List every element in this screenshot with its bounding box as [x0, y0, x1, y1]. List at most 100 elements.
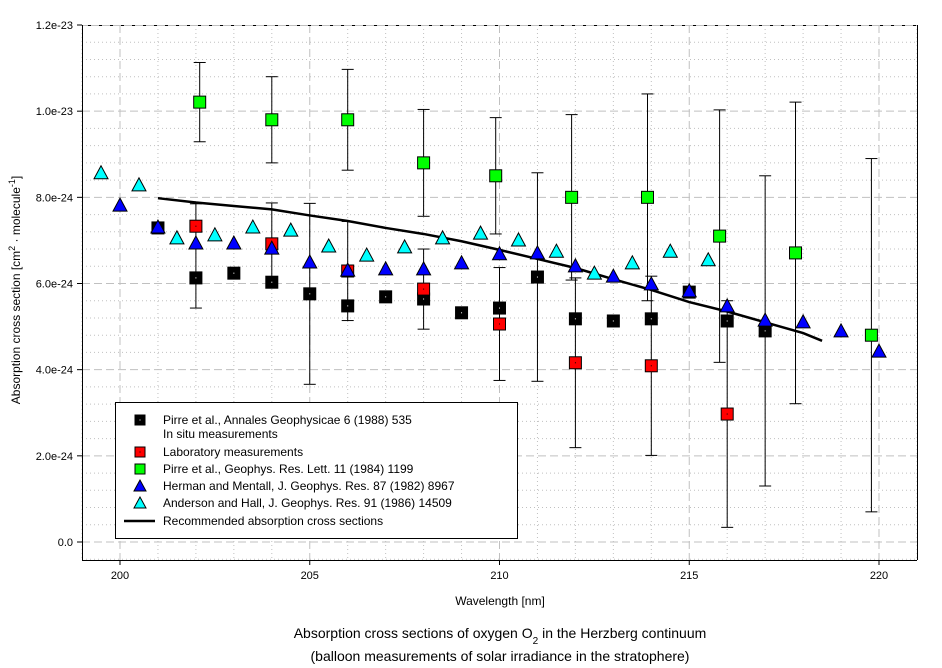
marker-herman-mentall — [188, 234, 204, 250]
marker-herman-mentall — [377, 260, 394, 276]
y-tick-label: 6.0e-24 — [36, 279, 73, 291]
marker-anderson-hall — [700, 251, 717, 267]
marker-pirre-1988-dot — [385, 296, 387, 298]
marker-herman-mentall — [833, 322, 849, 338]
y-tick-label: 4.0e-24 — [36, 365, 73, 377]
legend-box — [115, 402, 518, 539]
marker-anderson-hall — [396, 238, 413, 254]
marker-pirre-1984 — [789, 246, 803, 260]
legend-triangle-icon — [133, 478, 147, 492]
marker-herman-mentall — [112, 197, 128, 212]
legend-label-line2: In situ measurements — [163, 427, 278, 441]
marker-herman-mentall — [150, 219, 166, 234]
marker-pirre-1988-dot — [347, 305, 349, 307]
marker-pirre-1984 — [565, 190, 579, 204]
y-tick-label: 1.2e-23 — [36, 20, 73, 32]
tick-labels: 200 205 210 215 220 0.0 2.0e-24 4.0e-24 6.0e-24 8… — [36, 20, 888, 582]
legend: Pirre et al., Annales Geophysicae 6 (198… — [115, 402, 518, 539]
marker-anderson-hall — [169, 229, 185, 245]
caption-line-1: Absorption cross sections of oxygen O2 i… — [294, 625, 707, 647]
marker-anderson-hall — [548, 243, 565, 258]
marker-pirre-1984 — [713, 229, 727, 243]
x-tick-label: 210 — [490, 570, 508, 582]
legend-label: Pirre et al., Geophys. Res. Lett. 11 (19… — [163, 462, 414, 476]
marker-herman-mentall — [529, 244, 546, 260]
y-tick-label: 2.0e-24 — [36, 451, 73, 463]
marker-pirre-1984 — [489, 169, 503, 183]
marker-pirre-1988-dot — [726, 320, 728, 322]
marker-herman-mentall — [643, 275, 660, 291]
legend-square-icon — [134, 463, 146, 475]
marker-anderson-hall — [244, 219, 261, 234]
legend-label: Herman and Mentall, J. Geophys. Res. 87 … — [163, 479, 455, 493]
legend-label: Recommended absorption cross sections — [163, 514, 383, 528]
marker-laboratory-dot — [499, 323, 500, 325]
marker-pirre-1988-dot — [536, 276, 538, 278]
marker-pirre-1988-dot — [650, 318, 652, 320]
marker-laboratory-dot — [726, 413, 728, 415]
marker-pirre-1988-dot — [233, 272, 235, 274]
marker-herman-mentall — [795, 313, 811, 329]
marker-anderson-hall — [434, 229, 451, 245]
x-tick-label: 220 — [870, 570, 888, 582]
marker-pirre-1984 — [864, 328, 878, 342]
marker-herman-mentall — [605, 268, 622, 283]
legend-label: Anderson and Hall, J. Geophys. Res. 91 (… — [163, 496, 452, 510]
y-tick-label: 1.0e-23 — [36, 106, 73, 118]
marker-herman-mentall — [491, 245, 508, 261]
legend-square-dot — [139, 451, 141, 453]
marker-laboratory-dot — [195, 225, 197, 227]
marker-pirre-1984 — [341, 113, 355, 127]
marker-anderson-hall — [320, 237, 337, 253]
markers — [93, 95, 887, 421]
marker-anderson-hall — [472, 225, 489, 240]
marker-herman-mentall — [719, 297, 736, 313]
marker-pirre-1988-dot — [499, 307, 500, 309]
legend-triangle-icon — [133, 495, 147, 509]
marker-pirre-1988-dot — [461, 312, 463, 314]
marker-herman-mentall — [301, 253, 318, 269]
marker-anderson-hall — [93, 164, 109, 180]
marker-herman-mentall — [263, 240, 280, 255]
marker-anderson-hall — [207, 226, 223, 242]
caption-line-2: (balloon measurements of solar irradianc… — [311, 648, 690, 664]
legend-label: Laboratory measurements — [163, 445, 303, 459]
legend-label: Pirre et al., Annales Geophysicae 6 (198… — [163, 413, 412, 427]
marker-anderson-hall — [586, 265, 603, 280]
legend-square-dot — [139, 419, 141, 421]
marker-pirre-1988-dot — [764, 330, 766, 332]
marker-pirre-1984 — [417, 156, 431, 170]
marker-herman-mentall — [757, 312, 773, 327]
marker-laboratory-dot — [650, 365, 652, 367]
marker-herman-mentall — [567, 257, 584, 273]
marker-herman-mentall — [453, 254, 470, 270]
marker-pirre-1988-dot — [195, 277, 197, 279]
marker-herman-mentall — [681, 282, 698, 298]
x-tick-label: 205 — [301, 570, 319, 582]
marker-pirre-1984 — [265, 113, 279, 127]
x-tick-label: 215 — [680, 570, 698, 582]
marker-pirre-1988-dot — [271, 281, 273, 283]
marker-pirre-1984 — [193, 95, 207, 109]
y-axis-title: Absorption cross section [cm2 · molecule… — [7, 176, 23, 404]
marker-anderson-hall — [510, 231, 527, 247]
marker-pirre-1988-dot — [423, 298, 425, 300]
marker-anderson-hall — [358, 247, 375, 262]
marker-pirre-1988-dot — [309, 293, 311, 295]
marker-anderson-hall — [662, 243, 679, 258]
y-tick-label: 0.0 — [58, 537, 73, 549]
marker-anderson-hall — [282, 222, 299, 237]
marker-herman-mentall — [871, 343, 887, 358]
x-axis-title: Wavelength [nm] — [455, 594, 545, 608]
y-tick-label: 8.0e-24 — [36, 192, 73, 204]
marker-anderson-hall — [624, 254, 641, 270]
marker-pirre-1988-dot — [612, 320, 614, 322]
marker-herman-mentall — [339, 262, 356, 277]
marker-pirre-1988-dot — [574, 318, 576, 320]
marker-laboratory-dot — [423, 288, 425, 290]
marker-anderson-hall — [131, 176, 147, 192]
marker-laboratory-dot — [574, 362, 576, 364]
marker-herman-mentall — [226, 234, 242, 250]
x-tick-label: 200 — [111, 570, 129, 582]
